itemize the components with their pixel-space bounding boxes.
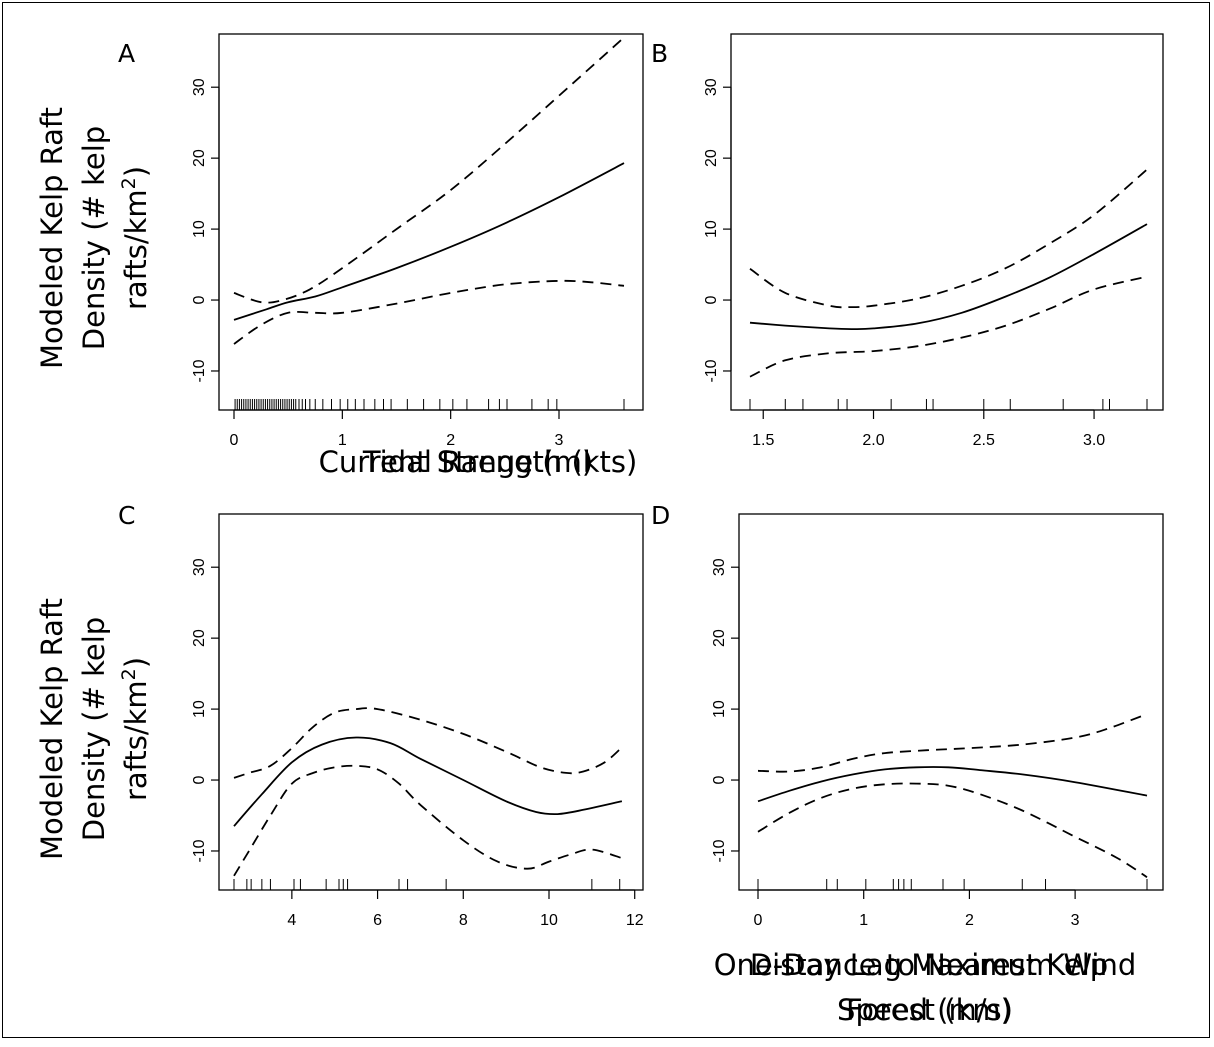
- x-tick-label: 12: [626, 912, 644, 929]
- y-axis-title-line-2: Density (# kelp: [77, 126, 111, 350]
- x-axis-title: Current Strength (kts): [319, 445, 638, 479]
- y-tick-label: 20: [191, 629, 208, 647]
- x-axis: 4 6 8 10 12: [287, 889, 644, 929]
- plot-frame: [218, 513, 644, 891]
- panel-letter: A: [118, 39, 135, 68]
- x-tick-label: 1: [859, 912, 868, 929]
- x-tick-label: 8: [459, 912, 468, 929]
- x-tick-label: 2: [965, 912, 974, 929]
- plot-frame: [730, 33, 1164, 411]
- y-tick-label: 0: [703, 295, 720, 304]
- y-tick-label: 30: [703, 78, 720, 96]
- x-tick-label: 0: [230, 432, 239, 449]
- panel-letter: B: [651, 39, 668, 68]
- y-axis: -10 0 10 20 30: [191, 558, 220, 863]
- panel-b: B -10 0 10 20 30 1.5 2.0 2.5 3.0 Tidal Range (m): [362, 33, 1164, 479]
- x-tick-label: 2.0: [862, 432, 884, 449]
- plot-frame: [218, 33, 644, 411]
- upper-confidence-line: [749, 168, 1148, 309]
- y-tick-label: 20: [703, 149, 720, 167]
- upper-confidence-line: [233, 707, 623, 779]
- y-tick-label: 10: [191, 700, 208, 718]
- x-tick-label: 3: [555, 432, 564, 449]
- x-tick-label: 1.5: [752, 432, 774, 449]
- x-tick-label: 3.0: [1083, 432, 1105, 449]
- y-axis: -10 0 10 20 30: [703, 78, 732, 383]
- x-axis-title: Forest (km): [846, 993, 1012, 1027]
- y-axis-title-line-1: Modeled Kelp Raft: [35, 598, 69, 860]
- x-axis: 1.5 2.0 2.5 3.0: [752, 409, 1105, 449]
- panel-letter: D: [651, 501, 670, 530]
- y-tick-label: -10: [191, 839, 208, 862]
- y-tick-label: 0: [191, 775, 208, 784]
- x-axis-title: Distance to Nearest Kelp: [750, 948, 1108, 982]
- x-axis: 0 1 2 3: [230, 409, 564, 449]
- rug: [757, 879, 1148, 890]
- y-tick-label: 10: [191, 220, 208, 238]
- x-axis: 0 1 2 3: [754, 889, 1080, 929]
- lower-confidence-line: [233, 279, 625, 345]
- y-tick-label: -10: [703, 359, 720, 382]
- x-tick-label: 10: [540, 912, 558, 929]
- x-axis-title: One-Day Lag Maximum Wind: [714, 948, 1137, 982]
- lower-confidence-line: [749, 275, 1148, 378]
- x-tick-label: 6: [373, 912, 382, 929]
- rug: [234, 399, 625, 410]
- y-axis-title-line-3: rafts/km2): [118, 166, 153, 310]
- y-tick-label: -10: [711, 839, 728, 862]
- upper-confidence-line: [233, 36, 625, 304]
- rug: [233, 879, 621, 890]
- y-axis-title-line-3: rafts/km2): [118, 657, 153, 801]
- y-tick-label: 10: [711, 700, 728, 718]
- x-tick-label: 2.5: [973, 432, 995, 449]
- y-tick-label: 20: [711, 629, 728, 647]
- y-tick-label: 0: [711, 775, 728, 784]
- lower-confidence-line: [233, 764, 623, 877]
- fitted-line: [757, 766, 1148, 803]
- x-tick-label: 4: [287, 912, 296, 929]
- y-axis-title-line-2: Density (# kelp: [77, 617, 111, 841]
- y-tick-label: 30: [191, 558, 208, 576]
- x-tick-label: 0: [754, 912, 763, 929]
- x-tick-label: 3: [1071, 912, 1080, 929]
- y-tick-label: -10: [191, 359, 208, 382]
- rug: [749, 399, 1148, 410]
- y-tick-label: 10: [703, 220, 720, 238]
- y-axis: -10 0 10 20 30: [191, 78, 220, 383]
- y-tick-label: 20: [191, 149, 208, 167]
- x-axis-title: Tidal Range (m): [362, 445, 593, 479]
- y-axis-title-bottom: Modeled Kelp Raft Density (# kelp rafts/…: [35, 598, 153, 860]
- y-tick-label: 30: [711, 558, 728, 576]
- x-tick-label: 2: [446, 432, 455, 449]
- lower-confidence-line: [757, 782, 1148, 878]
- panel-d: D -10 0 10 20 30 0 1 2 3 Distance to Nearest Kelp F…: [651, 501, 1164, 1027]
- fitted-line: [233, 736, 623, 827]
- plot-frame: [738, 513, 1164, 891]
- y-axis-title-top: Modeled Kelp Raft Density (# kelp rafts/…: [35, 107, 153, 369]
- y-axis-title-line-1: Modeled Kelp Raft: [35, 107, 69, 369]
- y-axis: -10 0 10 20 30: [711, 558, 740, 863]
- upper-confidence-line: [757, 713, 1148, 773]
- y-tick-label: 30: [191, 78, 208, 96]
- fitted-line: [749, 223, 1148, 331]
- fitted-line: [233, 162, 625, 321]
- x-axis-title: Speed (m/s): [837, 993, 1013, 1027]
- panel-letter: C: [118, 501, 135, 530]
- x-tick-label: 1: [338, 432, 347, 449]
- y-tick-label: 0: [191, 295, 208, 304]
